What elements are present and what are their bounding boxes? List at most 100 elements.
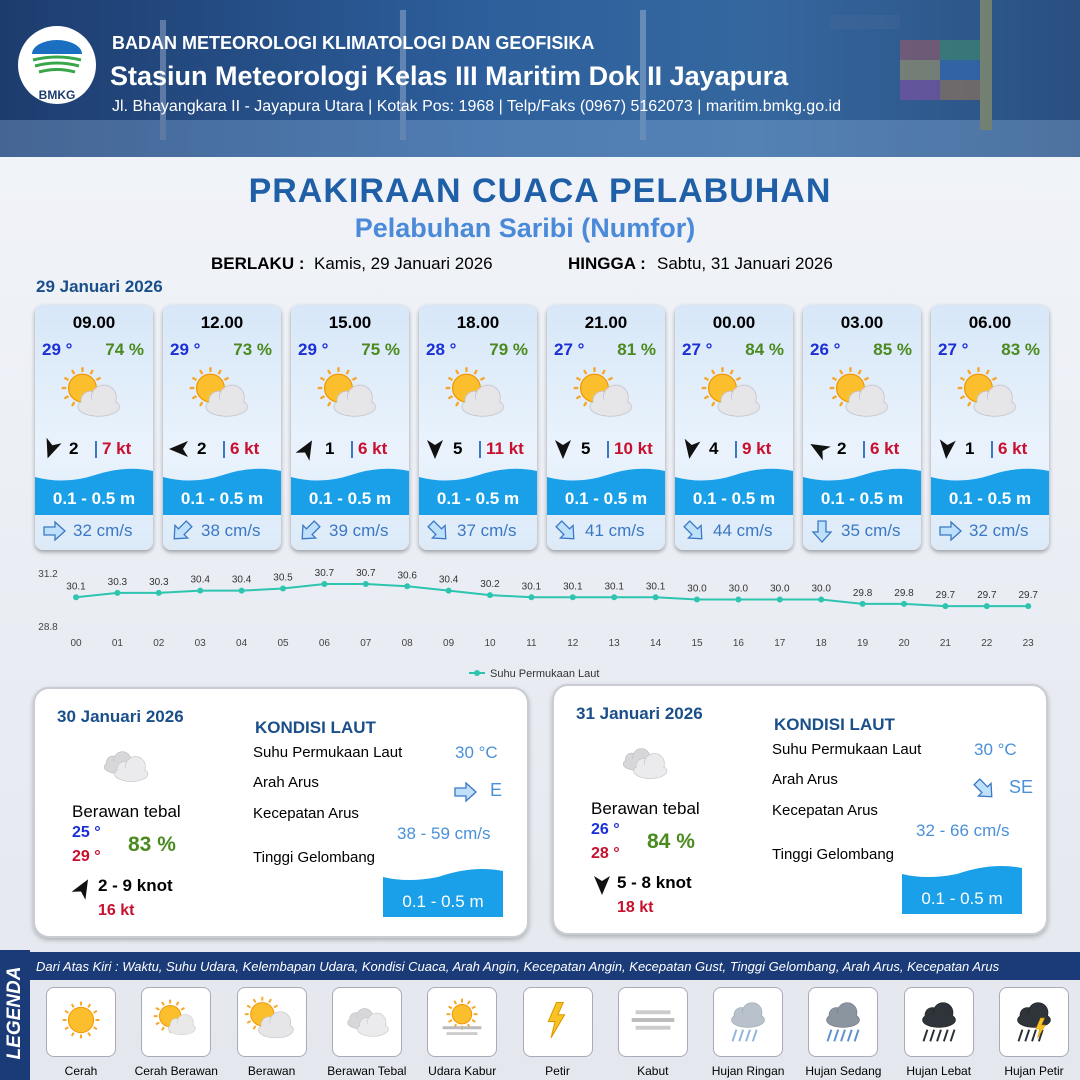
header-band: [0, 0, 1080, 157]
value-label: 30.3: [108, 577, 128, 588]
value-label: 30.5: [273, 572, 293, 583]
icon-part: [348, 386, 372, 409]
icon-part: [220, 386, 244, 409]
icon-part: [400, 10, 406, 140]
icon-part: [675, 468, 793, 515]
value-label: 29.7: [936, 590, 956, 601]
icon-part: [731, 1002, 765, 1028]
wind-speed: 5: [453, 439, 463, 458]
wind-arrow: [939, 439, 956, 459]
icon-part: [267, 998, 272, 1003]
icon-part: [87, 1003, 92, 1008]
legend-icon-box: [999, 987, 1069, 1057]
day-panel: 31 Januari 2026 Berawan tebal 26 ° 28 ° 84 %…: [552, 684, 1048, 935]
icon-part: [87, 1032, 92, 1037]
sea-current-arrow: [454, 781, 477, 803]
wind-speed: 2: [197, 439, 207, 458]
legend-label: Hujan Petir: [1004, 1064, 1064, 1078]
title: PRAKIRAAN CUACA PELABUHAN: [248, 172, 832, 210]
gust: 6 kt: [230, 439, 260, 458]
sst-point: [859, 600, 866, 607]
legend-icon: [62, 1001, 100, 1039]
legend-icon-box: [236, 987, 307, 1057]
day-gust: 18 kt: [617, 899, 654, 916]
icon-part: [601, 369, 606, 375]
legend-label: Hujan Ringan: [711, 1064, 785, 1078]
icon-part: [1037, 1029, 1044, 1042]
icon-part: [114, 756, 149, 782]
icon-part: [205, 384, 248, 417]
icon-part: [161, 1026, 166, 1031]
y-tick-label: 28.8: [38, 622, 58, 633]
condition: Berawan tebal: [591, 799, 700, 818]
icon-part: [703, 376, 709, 381]
icon-part: [635, 1010, 671, 1015]
sst-value: 30 °C: [455, 743, 498, 762]
legend-strip: [0, 950, 30, 1080]
forecast-card: 12.00 29 ° 73 % 2 6 kt 0.1 - 0.5 m 38 cm/s: [163, 305, 281, 550]
icon-part: [900, 80, 940, 100]
weather-icon: [445, 367, 504, 417]
icon-part: [833, 1029, 840, 1042]
icon-part: [383, 869, 503, 917]
legend-icon: [921, 1002, 956, 1042]
icon-part: [448, 1005, 453, 1010]
icon-part: [35, 468, 153, 515]
legend-label: Cerah Berawan: [134, 1064, 218, 1078]
current-arrow: [683, 520, 703, 540]
day-wind: 2 - 9 knot: [98, 876, 173, 895]
time: 09.00: [72, 313, 116, 332]
icon-part: [967, 401, 972, 407]
icon-part: [93, 1009, 98, 1014]
logo-text: BMKG: [38, 88, 76, 102]
legend-icon-box: [903, 987, 974, 1057]
gust: 6 kt: [998, 439, 1028, 458]
current-speed: 32 cm/s: [969, 521, 1029, 540]
icon-part: [594, 876, 610, 895]
time: 18.00: [456, 313, 500, 332]
x-tick-label: 06: [319, 638, 331, 649]
wind-speed: 2: [69, 439, 79, 458]
humidity: 84 %: [745, 340, 784, 359]
valid-from: Kamis, 29 Januari 2026: [314, 254, 493, 273]
icon-part: [160, 20, 166, 140]
sst-point: [611, 594, 618, 601]
wind-arrow: [684, 438, 701, 459]
forecast-card: 03.00 26 ° 85 % 2 6 kt 0.1 - 0.5 m 35 cm/s: [803, 305, 921, 550]
icon-part: [838, 1003, 857, 1022]
icon-part: [860, 386, 884, 409]
time: 15.00: [328, 313, 372, 332]
icon-part: [427, 440, 443, 459]
air-temp: 27 °: [938, 340, 969, 359]
separator: [223, 441, 225, 458]
current-speed: 41 cm/s: [585, 521, 645, 540]
icon-part: [991, 376, 998, 381]
icon-part: [345, 369, 350, 375]
icon-part: [803, 468, 921, 515]
icon-part: [270, 1012, 290, 1032]
icon-part: [419, 468, 537, 515]
icon-part: [223, 376, 230, 381]
temp-max: 29 °: [72, 848, 101, 865]
icon-part: [931, 468, 1049, 515]
icon-part: [71, 879, 88, 900]
x-tick-label: 03: [195, 638, 207, 649]
icon-part: [683, 520, 703, 540]
x-tick-label: 12: [567, 638, 579, 649]
wave-shape: [419, 468, 537, 515]
sst-point: [569, 594, 576, 601]
legend-icon: [826, 1002, 861, 1042]
icon-part: [839, 401, 844, 407]
icon-part: [745, 1029, 751, 1042]
icon-part: [826, 1002, 861, 1028]
sst-point: [901, 600, 907, 607]
icon-part: [988, 386, 1012, 409]
legend-description: Dari Atas Kiri : Waktu, Suhu Udara, Kele…: [36, 959, 1000, 974]
icon-part: [1017, 1002, 1051, 1028]
separator: [863, 441, 865, 458]
legend-icon-box: [617, 987, 688, 1057]
wave-label: Tinggi Gelombang: [253, 849, 376, 866]
day-weather-icon: [622, 748, 668, 779]
icon-part: [854, 1029, 860, 1042]
wave-shape: [547, 468, 665, 515]
